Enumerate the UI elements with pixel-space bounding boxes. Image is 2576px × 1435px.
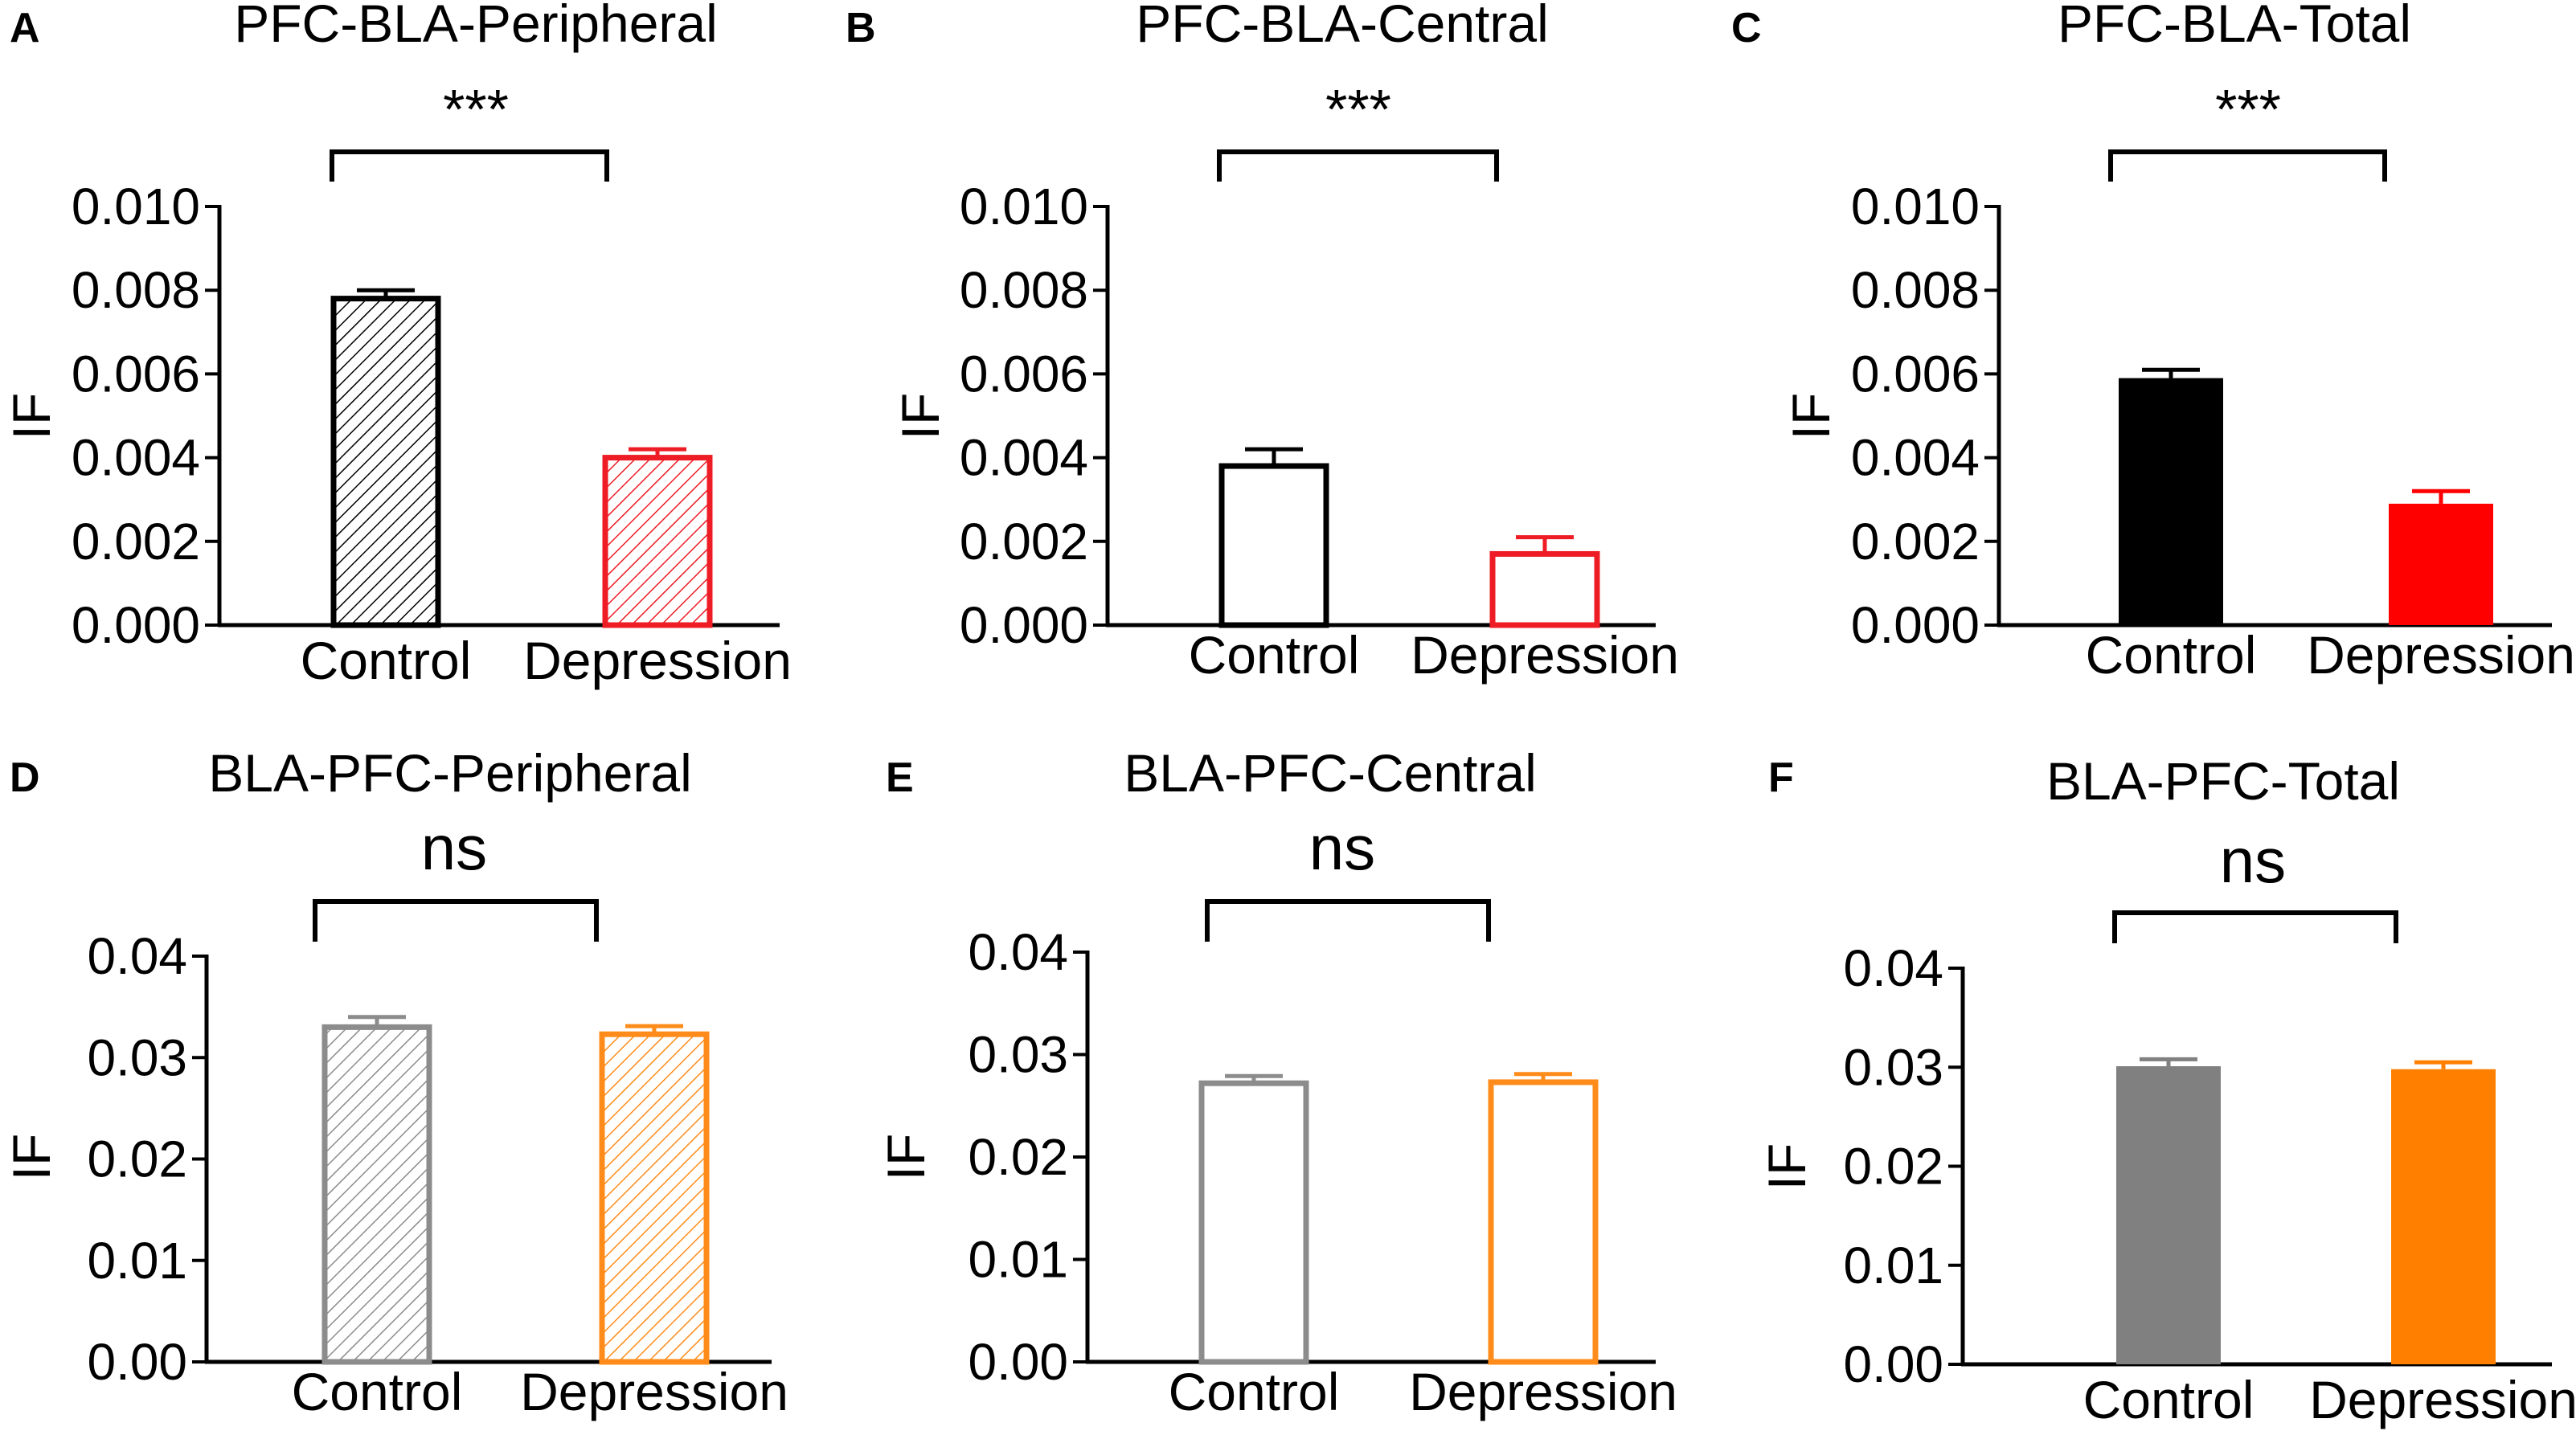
y-tick-label: 0.04: [1843, 939, 1943, 997]
chart-title: BLA-PFC-Total: [2046, 751, 2400, 811]
panel-letter: C: [1731, 5, 1762, 51]
bar-control: [330, 296, 441, 628]
significance-bracket: [1205, 899, 1491, 942]
y-tick-label: 0.004: [72, 429, 200, 487]
y-tick-label: 0.000: [960, 596, 1088, 654]
significance-bracket: [313, 899, 599, 942]
category-label: Control: [2083, 1370, 2255, 1429]
y-tick-label: 0.010: [72, 178, 200, 235]
y-tick-label: 0.000: [72, 596, 200, 654]
category-label: Control: [301, 631, 472, 690]
y-tick-label: 0.02: [87, 1130, 187, 1188]
y-tick-label: 0.006: [960, 345, 1088, 403]
chart-title: PFC-BLA-Peripheral: [234, 0, 718, 53]
bar-depression: [1488, 1079, 1599, 1365]
panel-letter: A: [10, 5, 40, 51]
significance-bracket: [2112, 910, 2398, 943]
category-label: Control: [1189, 625, 1360, 685]
y-tick-label: 0.03: [1843, 1038, 1943, 1096]
category-label: Control: [292, 1362, 463, 1421]
y-tick-label: 0.004: [1851, 429, 1980, 487]
significance-bracket: [1217, 149, 1499, 182]
significance-label: ***: [2215, 78, 2281, 141]
y-axis-label: IF: [2, 1134, 61, 1181]
y-tick-label: 0.04: [87, 927, 187, 985]
y-tick-label: 0.00: [968, 1333, 1068, 1391]
y-axis-label: IF: [876, 1134, 936, 1181]
bar-control: [1198, 1080, 1309, 1365]
y-tick-label: 0.010: [1851, 178, 1980, 235]
category-label: Depression: [2307, 625, 2575, 685]
y-tick-label: 0.010: [960, 178, 1088, 235]
y-tick-label: 0.006: [1851, 345, 1980, 403]
panel-letter: E: [886, 754, 914, 801]
panel-letter: B: [846, 5, 876, 51]
chart-title: BLA-PFC-Central: [1124, 743, 1536, 803]
y-tick-label: 0.008: [1851, 261, 1980, 319]
category-label: Depression: [1409, 1362, 1677, 1421]
y-tick-label: 0.04: [968, 923, 1068, 981]
significance-label: ***: [443, 78, 509, 141]
category-label: Depression: [523, 631, 792, 690]
y-tick-label: 0.03: [968, 1026, 1068, 1084]
bar-control: [2119, 378, 2223, 625]
panel-letter: D: [10, 754, 40, 801]
y-tick-label: 0.002: [72, 513, 200, 570]
bar-depression: [1489, 550, 1600, 628]
y-axis-label: IF: [1781, 393, 1841, 440]
chart-panel-b: B PFC-BLA-Central IF 0.000 0.002 0.004 0.006 0.…: [846, 0, 1679, 685]
chart-panel-d: D BLA-PFC-Peripheral IF 0.00 0.01 0.02 0.03 0.0…: [2, 743, 788, 1421]
bar-depression: [599, 1031, 710, 1365]
bar-control: [321, 1024, 432, 1365]
y-axis-label: IF: [891, 393, 950, 440]
category-label: Depression: [520, 1362, 788, 1421]
chart-panel-f: F BLA-PFC-Total IF 0.00 0.01 0.02 0.03 0.04 Cont…: [1757, 751, 2576, 1429]
y-tick-label: 0.006: [72, 345, 200, 403]
y-axis-label: IF: [2, 393, 61, 440]
y-tick-label: 0.008: [960, 261, 1088, 319]
y-axis-label: IF: [1757, 1143, 1816, 1191]
bar-depression: [2389, 503, 2493, 625]
category-label: Depression: [2309, 1370, 2576, 1429]
bar-control: [2116, 1066, 2221, 1364]
y-tick-label: 0.03: [87, 1028, 187, 1086]
significance-label: ***: [1325, 78, 1391, 141]
y-tick-label: 0.01: [1843, 1237, 1943, 1294]
y-tick-label: 0.02: [968, 1128, 1068, 1186]
y-tick-label: 0.000: [1851, 596, 1980, 654]
bar-control: [1218, 463, 1329, 628]
chart-title: BLA-PFC-Peripheral: [208, 743, 692, 803]
significance-label: ns: [2220, 825, 2286, 896]
y-tick-label: 0.01: [968, 1231, 1068, 1289]
y-tick-label: 0.00: [1843, 1335, 1943, 1393]
significance-bracket: [2108, 149, 2387, 182]
bar-depression: [602, 455, 713, 628]
y-tick-label: 0.008: [72, 261, 200, 319]
panel-letter: F: [1768, 754, 1794, 801]
y-tick-label: 0.004: [960, 429, 1088, 487]
chart-panel-c: C PFC-BLA-Total IF 0.000 0.002 0.004 0.006 0.00…: [1731, 0, 2575, 685]
chart-panel-e: E BLA-PFC-Central IF 0.00 0.01 0.02 0.03 0.04 Co…: [876, 743, 1677, 1421]
significance-bracket: [330, 149, 609, 182]
category-label: Control: [2086, 625, 2257, 685]
category-label: Control: [1169, 1362, 1340, 1421]
chart-title: PFC-BLA-Central: [1136, 0, 1548, 53]
chart-panel-a: A PFC-BLA-Peripheral IF 0.000 0.002 0.004 0.00…: [2, 0, 792, 690]
y-tick-label: 0.02: [1843, 1138, 1943, 1196]
category-label: Depression: [1411, 625, 1679, 685]
y-tick-label: 0.002: [960, 513, 1088, 570]
y-tick-label: 0.01: [87, 1232, 187, 1290]
significance-label: ns: [1309, 812, 1375, 883]
significance-label: ns: [421, 812, 487, 883]
chart-title: PFC-BLA-Total: [2058, 0, 2411, 53]
bar-depression: [2391, 1069, 2496, 1364]
y-tick-label: 0.00: [87, 1333, 187, 1391]
y-tick-label: 0.002: [1851, 513, 1980, 570]
